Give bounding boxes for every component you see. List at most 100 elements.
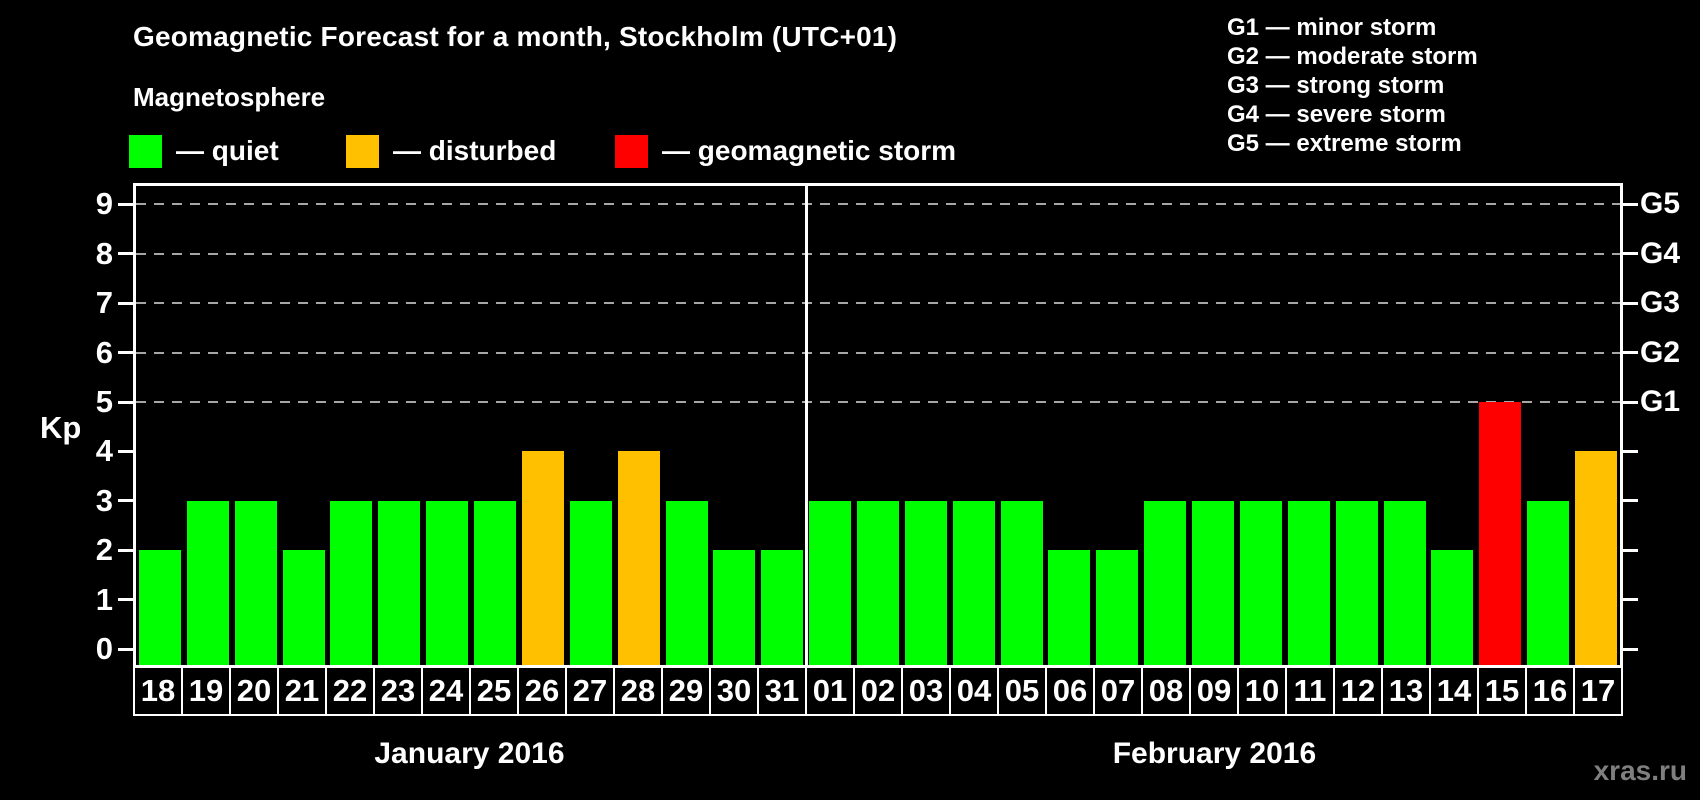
kp-bar-day-15 bbox=[1479, 402, 1522, 665]
kp-bar-day-02 bbox=[857, 500, 899, 665]
chart-title: Geomagnetic Forecast for a month, Stockh… bbox=[133, 21, 898, 52]
y-axis-tick-right-3 bbox=[1623, 499, 1638, 503]
y-axis-tick-label-9: 9 bbox=[95, 186, 113, 222]
y-axis-tick-label-7: 7 bbox=[95, 285, 113, 321]
g-level-label-g1: G1 bbox=[1640, 385, 1681, 418]
kp-bar-day-18 bbox=[138, 550, 181, 665]
month-separator-line bbox=[804, 186, 808, 665]
legend-item-quiet: — quiet bbox=[129, 134, 279, 168]
g-scale-line-g5: G5 — extreme storm bbox=[1227, 130, 1462, 157]
day-label-03: 03 bbox=[901, 668, 949, 714]
y-axis-tick-left-9 bbox=[118, 202, 133, 206]
g-level-label-g3: G3 bbox=[1640, 286, 1681, 320]
day-label-21: 21 bbox=[277, 668, 325, 714]
day-label-12: 12 bbox=[1333, 668, 1381, 714]
y-axis-tick-right-6 bbox=[1623, 351, 1638, 355]
y-axis-tick-label-2: 2 bbox=[95, 532, 113, 568]
kp-bar-day-11 bbox=[1287, 500, 1330, 665]
g-scale-line-g4: G4 — severe storm bbox=[1227, 101, 1446, 128]
day-label-19: 19 bbox=[181, 668, 229, 714]
kp-bar-day-28 bbox=[617, 451, 660, 665]
g-level-label-g2: G2 bbox=[1640, 335, 1681, 369]
month-label-february: February 2016 bbox=[1112, 737, 1317, 770]
day-label-17: 17 bbox=[1573, 668, 1621, 714]
day-label-01: 01 bbox=[805, 668, 853, 714]
y-axis-tick-right-1 bbox=[1623, 598, 1638, 602]
day-label-06: 06 bbox=[1045, 668, 1093, 714]
day-label-22: 22 bbox=[325, 668, 373, 714]
kp-bar-day-23 bbox=[378, 500, 421, 665]
day-label-08: 08 bbox=[1141, 668, 1189, 714]
y-axis-tick-left-1 bbox=[118, 598, 133, 602]
y-axis-tick-label-0: 0 bbox=[95, 631, 113, 666]
kp-gridline-5 bbox=[136, 401, 1620, 403]
kp-bar-day-22 bbox=[330, 500, 373, 665]
kp-axis-title: Kp bbox=[40, 410, 82, 445]
day-label-27: 27 bbox=[565, 668, 613, 714]
day-label-09: 09 bbox=[1189, 668, 1237, 714]
day-label-14: 14 bbox=[1429, 668, 1477, 714]
day-label-15: 15 bbox=[1477, 668, 1525, 714]
y-axis-tick-right-8 bbox=[1623, 252, 1638, 256]
kp-bar-day-08 bbox=[1144, 500, 1187, 665]
legend-label-disturbed: — disturbed bbox=[393, 135, 557, 166]
kp-bar-day-17 bbox=[1575, 451, 1618, 665]
legend-label-quiet: — quiet bbox=[176, 135, 279, 166]
day-label-07: 07 bbox=[1093, 668, 1141, 714]
y-axis-tick-right-9 bbox=[1623, 202, 1638, 206]
y-axis-tick-right-2 bbox=[1623, 548, 1638, 552]
kp-gridline-7 bbox=[136, 302, 1620, 305]
y-axis-tick-right-7 bbox=[1623, 301, 1638, 305]
y-axis-tick-label-8: 8 bbox=[95, 235, 113, 271]
legend-label-storm: — geomagnetic storm bbox=[662, 135, 957, 166]
legend-item-disturbed: — disturbed bbox=[346, 134, 556, 168]
g-scale-line-g2: G2 — moderate storm bbox=[1227, 43, 1478, 70]
y-axis-tick-left-0 bbox=[118, 647, 133, 651]
day-label-20: 20 bbox=[229, 668, 277, 714]
day-label-23: 23 bbox=[373, 668, 421, 714]
day-label-24: 24 bbox=[421, 668, 469, 714]
y-axis-tick-label-6: 6 bbox=[95, 334, 113, 370]
legend-item-storm: — geomagnetic storm bbox=[615, 134, 956, 168]
kp-bar-day-27 bbox=[569, 500, 612, 665]
y-axis-tick-left-8 bbox=[118, 252, 133, 256]
kp-gridline-6 bbox=[136, 351, 1620, 354]
day-label-02: 02 bbox=[853, 668, 901, 714]
kp-bar-day-16 bbox=[1527, 500, 1570, 665]
day-axis-row: 18 19 20 21 22 23 24 25 26 27 28 29 30 31 01 02 03 04 05 06… bbox=[133, 666, 1623, 716]
kp-bar-day-12 bbox=[1335, 500, 1378, 665]
kp-bar-day-25 bbox=[474, 500, 517, 665]
kp-gridline-8 bbox=[136, 252, 1620, 255]
y-axis-tick-left-2 bbox=[118, 548, 133, 552]
kp-bar-day-10 bbox=[1239, 500, 1282, 665]
kp-bar-day-20 bbox=[234, 500, 277, 665]
day-label-10: 10 bbox=[1237, 668, 1285, 714]
day-label-18: 18 bbox=[140, 673, 176, 708]
kp-bar-day-30 bbox=[713, 550, 756, 665]
y-axis-tick-right-0 bbox=[1623, 647, 1638, 651]
day-label-26: 26 bbox=[517, 668, 565, 714]
y-axis-tick-left-4 bbox=[118, 449, 133, 453]
plot-area bbox=[133, 183, 1623, 668]
kp-bar-day-24 bbox=[426, 500, 469, 665]
day-label-28: 28 bbox=[613, 668, 661, 714]
y-axis-tick-left-7 bbox=[118, 301, 133, 305]
day-label-29: 29 bbox=[661, 668, 709, 714]
kp-gridline-9 bbox=[136, 203, 1620, 206]
day-label-11: 11 bbox=[1285, 668, 1333, 714]
y-axis-tick-right-4 bbox=[1623, 449, 1638, 453]
kp-bar-day-03 bbox=[904, 500, 947, 665]
kp-bar-day-05 bbox=[1000, 500, 1043, 665]
storm-color-swatch bbox=[615, 134, 648, 168]
y-axis-tick-left-5 bbox=[118, 400, 133, 404]
y-axis-tick-label-4: 4 bbox=[95, 433, 113, 469]
day-label-30: 30 bbox=[709, 668, 757, 714]
g-level-label-g4: G4 bbox=[1640, 236, 1681, 270]
y-axis-tick-left-3 bbox=[118, 499, 133, 503]
kp-bar-day-26 bbox=[521, 451, 564, 665]
watermark-xras: xras.ru bbox=[1593, 755, 1687, 786]
day-label-13: 13 bbox=[1381, 668, 1429, 714]
day-label-31: 31 bbox=[757, 668, 805, 714]
day-label-25: 25 bbox=[469, 668, 517, 714]
